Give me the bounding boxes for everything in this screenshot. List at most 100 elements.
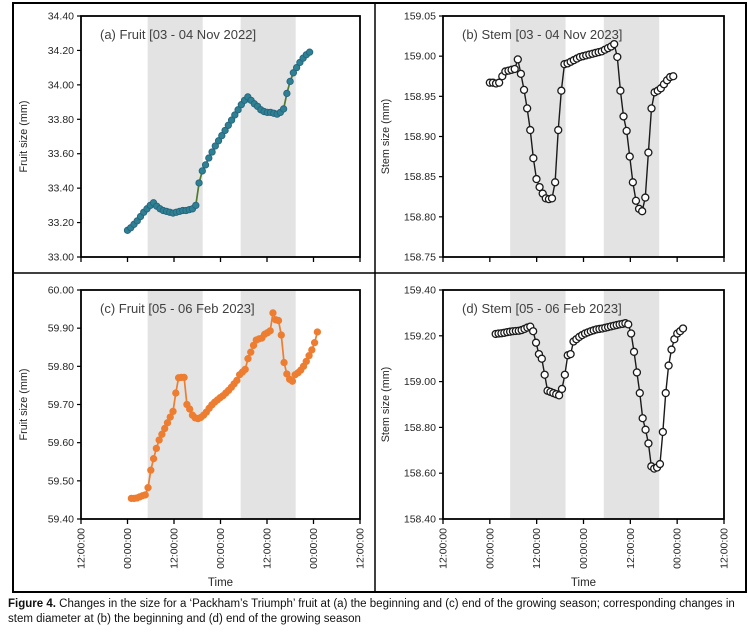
y-tick-label: 59.80 [48, 361, 74, 373]
data-point [610, 39, 619, 49]
data-point [557, 384, 567, 394]
x-tick-label: 12:00:00 [355, 528, 367, 569]
y-tick-label: 159.20 [404, 330, 436, 342]
y-tick-label: 33.80 [48, 114, 74, 126]
data-point [169, 407, 177, 416]
data-point [644, 439, 653, 448]
data-point [269, 309, 277, 317]
data-point [158, 430, 166, 438]
panel-c-y-axis-title: Fruit size (mm) [18, 369, 30, 441]
x-tick-label: 00:00:00 [122, 528, 134, 569]
data-point [537, 354, 546, 363]
y-tick-label: 59.50 [48, 475, 74, 487]
panel-b-title: (b) Stem [03 - 04 Nov 2023] [462, 27, 622, 42]
data-point [631, 196, 641, 205]
y-tick-label: 34.40 [48, 11, 74, 23]
panel-c-title: (c) Fruit [05 - 06 Feb 2023] [100, 301, 255, 316]
data-point [302, 357, 310, 366]
data-point [510, 64, 519, 74]
data-point [286, 77, 294, 86]
data-point [516, 69, 526, 78]
data-point [144, 484, 152, 492]
data-point [155, 436, 163, 444]
data-point [218, 131, 226, 140]
data-point [495, 78, 504, 87]
panel-d: 12:00:00 00:00:00 12:00:00 00:00:00 12:00:00… [380, 285, 731, 590]
data-point [308, 346, 316, 354]
data-point [227, 116, 236, 124]
data-point [658, 427, 667, 437]
data-point [632, 368, 642, 377]
panel-a-series-markers [123, 48, 314, 234]
data-point [195, 179, 203, 187]
data-point [192, 201, 200, 210]
data-point [566, 349, 575, 359]
data-point [305, 48, 314, 56]
y-tick-label: 158.90 [404, 131, 436, 143]
data-point [234, 106, 242, 114]
data-point [141, 491, 149, 499]
data-point [532, 174, 541, 184]
y-tick-label: 59.40 [48, 514, 74, 526]
figure-chart-grid: 34.40 34.20 34.00 33.80 33.60 33.40 33.20 33.00… [12, 2, 747, 593]
shaded-band [240, 16, 296, 257]
data-point [161, 424, 169, 433]
data-point [289, 69, 298, 77]
data-point [231, 111, 239, 119]
x-tick-label: 00:00:00 [215, 528, 227, 569]
data-point [244, 355, 252, 363]
y-tick-label: 33.60 [48, 148, 74, 160]
data-point [529, 154, 538, 163]
data-point [310, 339, 319, 347]
data-point [208, 148, 216, 156]
data-point [619, 112, 628, 121]
data-point [628, 178, 637, 187]
shaded-band [240, 290, 296, 519]
y-tick-label: 158.85 [404, 171, 436, 183]
data-point [669, 72, 678, 81]
y-tick-label: 34.20 [48, 45, 74, 57]
data-point [554, 125, 563, 135]
figure-caption-text: Changes in the size for a ‘Packham’s Tri… [8, 598, 735, 625]
x-tick-label: 12:00:00 [76, 528, 88, 569]
panel-b: 159.05 159.00 158.95 158.90 158.85 158.80 158.… [380, 11, 725, 264]
data-point [163, 419, 172, 427]
data-point [201, 161, 210, 169]
y-tick-label: 59.90 [48, 323, 74, 335]
y-tick-label: 158.80 [404, 422, 436, 434]
data-point [279, 105, 288, 113]
x-tick-label: 12:00:00 [169, 528, 181, 569]
data-point [186, 405, 194, 413]
y-tick-label: 60.00 [48, 285, 74, 297]
panel-c-x-axis-title: Time [208, 577, 233, 589]
panel-c-series-markers [127, 309, 322, 503]
data-point [233, 376, 241, 385]
shaded-band [510, 290, 566, 519]
y-tick-label: 158.40 [404, 514, 436, 526]
data-point [641, 425, 650, 434]
x-tick-label: 12:00:00 [531, 528, 543, 569]
data-point [277, 331, 285, 339]
panel-b-y-axis-title: Stem size (mm) [380, 99, 392, 175]
data-point [205, 154, 213, 162]
x-tick-label: 00:00:00 [484, 528, 496, 569]
data-point [557, 86, 566, 95]
data-point [540, 370, 549, 379]
data-point [667, 345, 676, 354]
data-point [221, 126, 229, 135]
data-point [519, 85, 529, 95]
data-point [266, 327, 274, 335]
data-point [529, 327, 538, 336]
y-tick-label: 159.05 [404, 11, 436, 23]
data-point [313, 328, 322, 336]
panel-d-title: (d) Stem [05 - 06 Feb 2023] [462, 301, 622, 316]
y-tick-label: 158.95 [404, 91, 436, 103]
data-point [305, 351, 313, 360]
data-point [655, 459, 665, 469]
data-point [625, 152, 634, 161]
data-point [647, 104, 656, 113]
data-point [198, 167, 206, 175]
y-tick-label: 59.70 [48, 399, 74, 411]
x-tick-label: 12:00:00 [625, 528, 637, 569]
data-point [638, 207, 647, 216]
